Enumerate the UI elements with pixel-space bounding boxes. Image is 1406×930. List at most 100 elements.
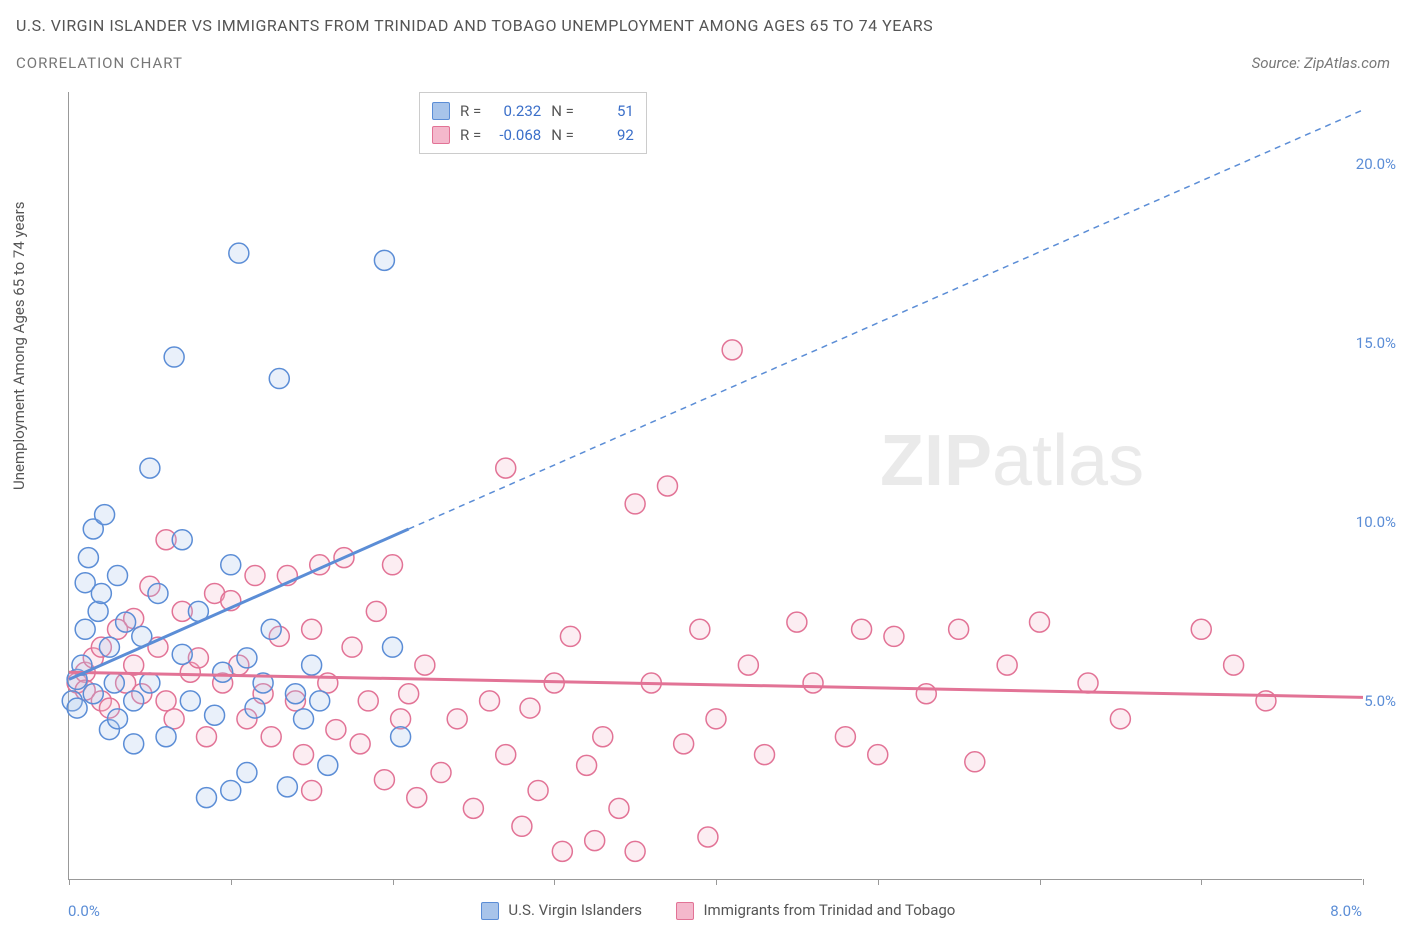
legend-label-blue: U.S. Virgin Islanders — [508, 901, 642, 919]
r-label-pink: R = — [460, 123, 481, 147]
scatter-point — [1191, 619, 1211, 639]
scatter-point — [104, 673, 124, 693]
scatter-point — [140, 458, 160, 478]
scatter-point — [302, 619, 322, 639]
scatter-point — [431, 763, 451, 783]
scatter-point — [520, 698, 540, 718]
y-tick-label: 5.0% — [1364, 692, 1396, 710]
stats-row-pink: R = -0.068 N = 92 — [432, 123, 634, 147]
n-value-pink: 92 — [584, 123, 634, 147]
scatter-point — [205, 705, 225, 725]
title-row: U.S. VIRGIN ISLANDER VS IMMIGRANTS FROM … — [16, 16, 1390, 35]
scatter-point — [124, 691, 144, 711]
scatter-point — [480, 691, 500, 711]
trend-line-blue-dashed — [409, 110, 1363, 529]
scatter-point — [196, 788, 216, 808]
x-tick-mark — [69, 879, 70, 885]
scatter-point — [302, 780, 322, 800]
scatter-point — [399, 684, 419, 704]
r-value-blue: 0.232 — [491, 99, 541, 123]
scatter-point — [164, 347, 184, 367]
x-tick-mark — [554, 879, 555, 885]
scatter-point — [221, 555, 241, 575]
chart-subtitle: CORRELATION CHART — [16, 54, 183, 72]
scatter-point — [95, 505, 115, 525]
scatter-point — [180, 691, 200, 711]
scatter-point — [374, 770, 394, 790]
scatter-point — [156, 691, 176, 711]
x-tick-mark — [231, 879, 232, 885]
scatter-point — [245, 698, 265, 718]
scatter-point — [997, 655, 1017, 675]
scatter-point — [350, 734, 370, 754]
scatter-point — [1030, 612, 1050, 632]
scatter-svg — [69, 92, 1362, 879]
x-tick-mark — [878, 879, 879, 885]
scatter-point — [172, 530, 192, 550]
swatch-pink-icon — [432, 126, 450, 144]
scatter-point — [625, 494, 645, 514]
x-tick-mark — [1363, 879, 1364, 885]
x-tick-mark — [1040, 879, 1041, 885]
scatter-point — [852, 619, 872, 639]
scatter-point — [148, 583, 168, 603]
chart-container: U.S. VIRGIN ISLANDER VS IMMIGRANTS FROM … — [0, 0, 1406, 930]
scatter-point — [415, 655, 435, 675]
scatter-point — [285, 684, 305, 704]
legend-label-pink: Immigrants from Trinidad and Tobago — [703, 901, 955, 919]
scatter-point — [593, 727, 613, 747]
scatter-point — [326, 720, 346, 740]
scatter-point — [245, 566, 265, 586]
scatter-point — [391, 727, 411, 747]
source-label: Source: ZipAtlas.com — [1252, 54, 1390, 72]
stats-row-blue: R = 0.232 N = 51 — [432, 99, 634, 123]
n-value-blue: 51 — [584, 99, 634, 123]
scatter-point — [407, 788, 427, 808]
scatter-point — [609, 798, 629, 818]
scatter-point — [383, 637, 403, 657]
y-tick-label: 10.0% — [1356, 513, 1396, 531]
scatter-point — [366, 601, 386, 621]
scatter-point — [88, 601, 108, 621]
scatter-point — [196, 727, 216, 747]
scatter-point — [221, 780, 241, 800]
scatter-point — [75, 619, 95, 639]
scatter-point — [318, 755, 338, 775]
scatter-point — [884, 626, 904, 646]
scatter-point — [237, 648, 257, 668]
scatter-point — [83, 684, 103, 704]
stats-box: R = 0.232 N = 51 R = -0.068 N = 92 — [419, 92, 647, 154]
legend-swatch-pink-icon — [676, 902, 694, 920]
scatter-point — [261, 619, 281, 639]
scatter-point — [67, 698, 87, 718]
scatter-point — [78, 548, 98, 568]
scatter-point — [269, 369, 289, 389]
scatter-point — [560, 626, 580, 646]
scatter-point — [706, 709, 726, 729]
y-tick-label: 20.0% — [1356, 155, 1396, 173]
scatter-point — [463, 798, 483, 818]
y-tick-label: 15.0% — [1356, 334, 1396, 352]
legend-swatch-blue-icon — [481, 902, 499, 920]
scatter-point — [722, 340, 742, 360]
scatter-point — [108, 566, 128, 586]
scatter-point — [294, 709, 314, 729]
scatter-point — [674, 734, 694, 754]
scatter-point — [496, 458, 516, 478]
scatter-point — [140, 673, 160, 693]
scatter-point — [552, 841, 572, 861]
scatter-point — [156, 727, 176, 747]
n-label-blue: N = — [551, 99, 574, 123]
r-label-blue: R = — [460, 99, 481, 123]
scatter-point — [868, 745, 888, 765]
scatter-point — [237, 763, 257, 783]
scatter-point — [1110, 709, 1130, 729]
scatter-point — [625, 841, 645, 861]
scatter-point — [302, 655, 322, 675]
subtitle-row: CORRELATION CHART Source: ZipAtlas.com — [16, 54, 1390, 72]
swatch-blue-icon — [432, 102, 450, 120]
scatter-point — [374, 250, 394, 270]
scatter-point — [1078, 673, 1098, 693]
scatter-point — [496, 745, 516, 765]
scatter-point — [512, 816, 532, 836]
